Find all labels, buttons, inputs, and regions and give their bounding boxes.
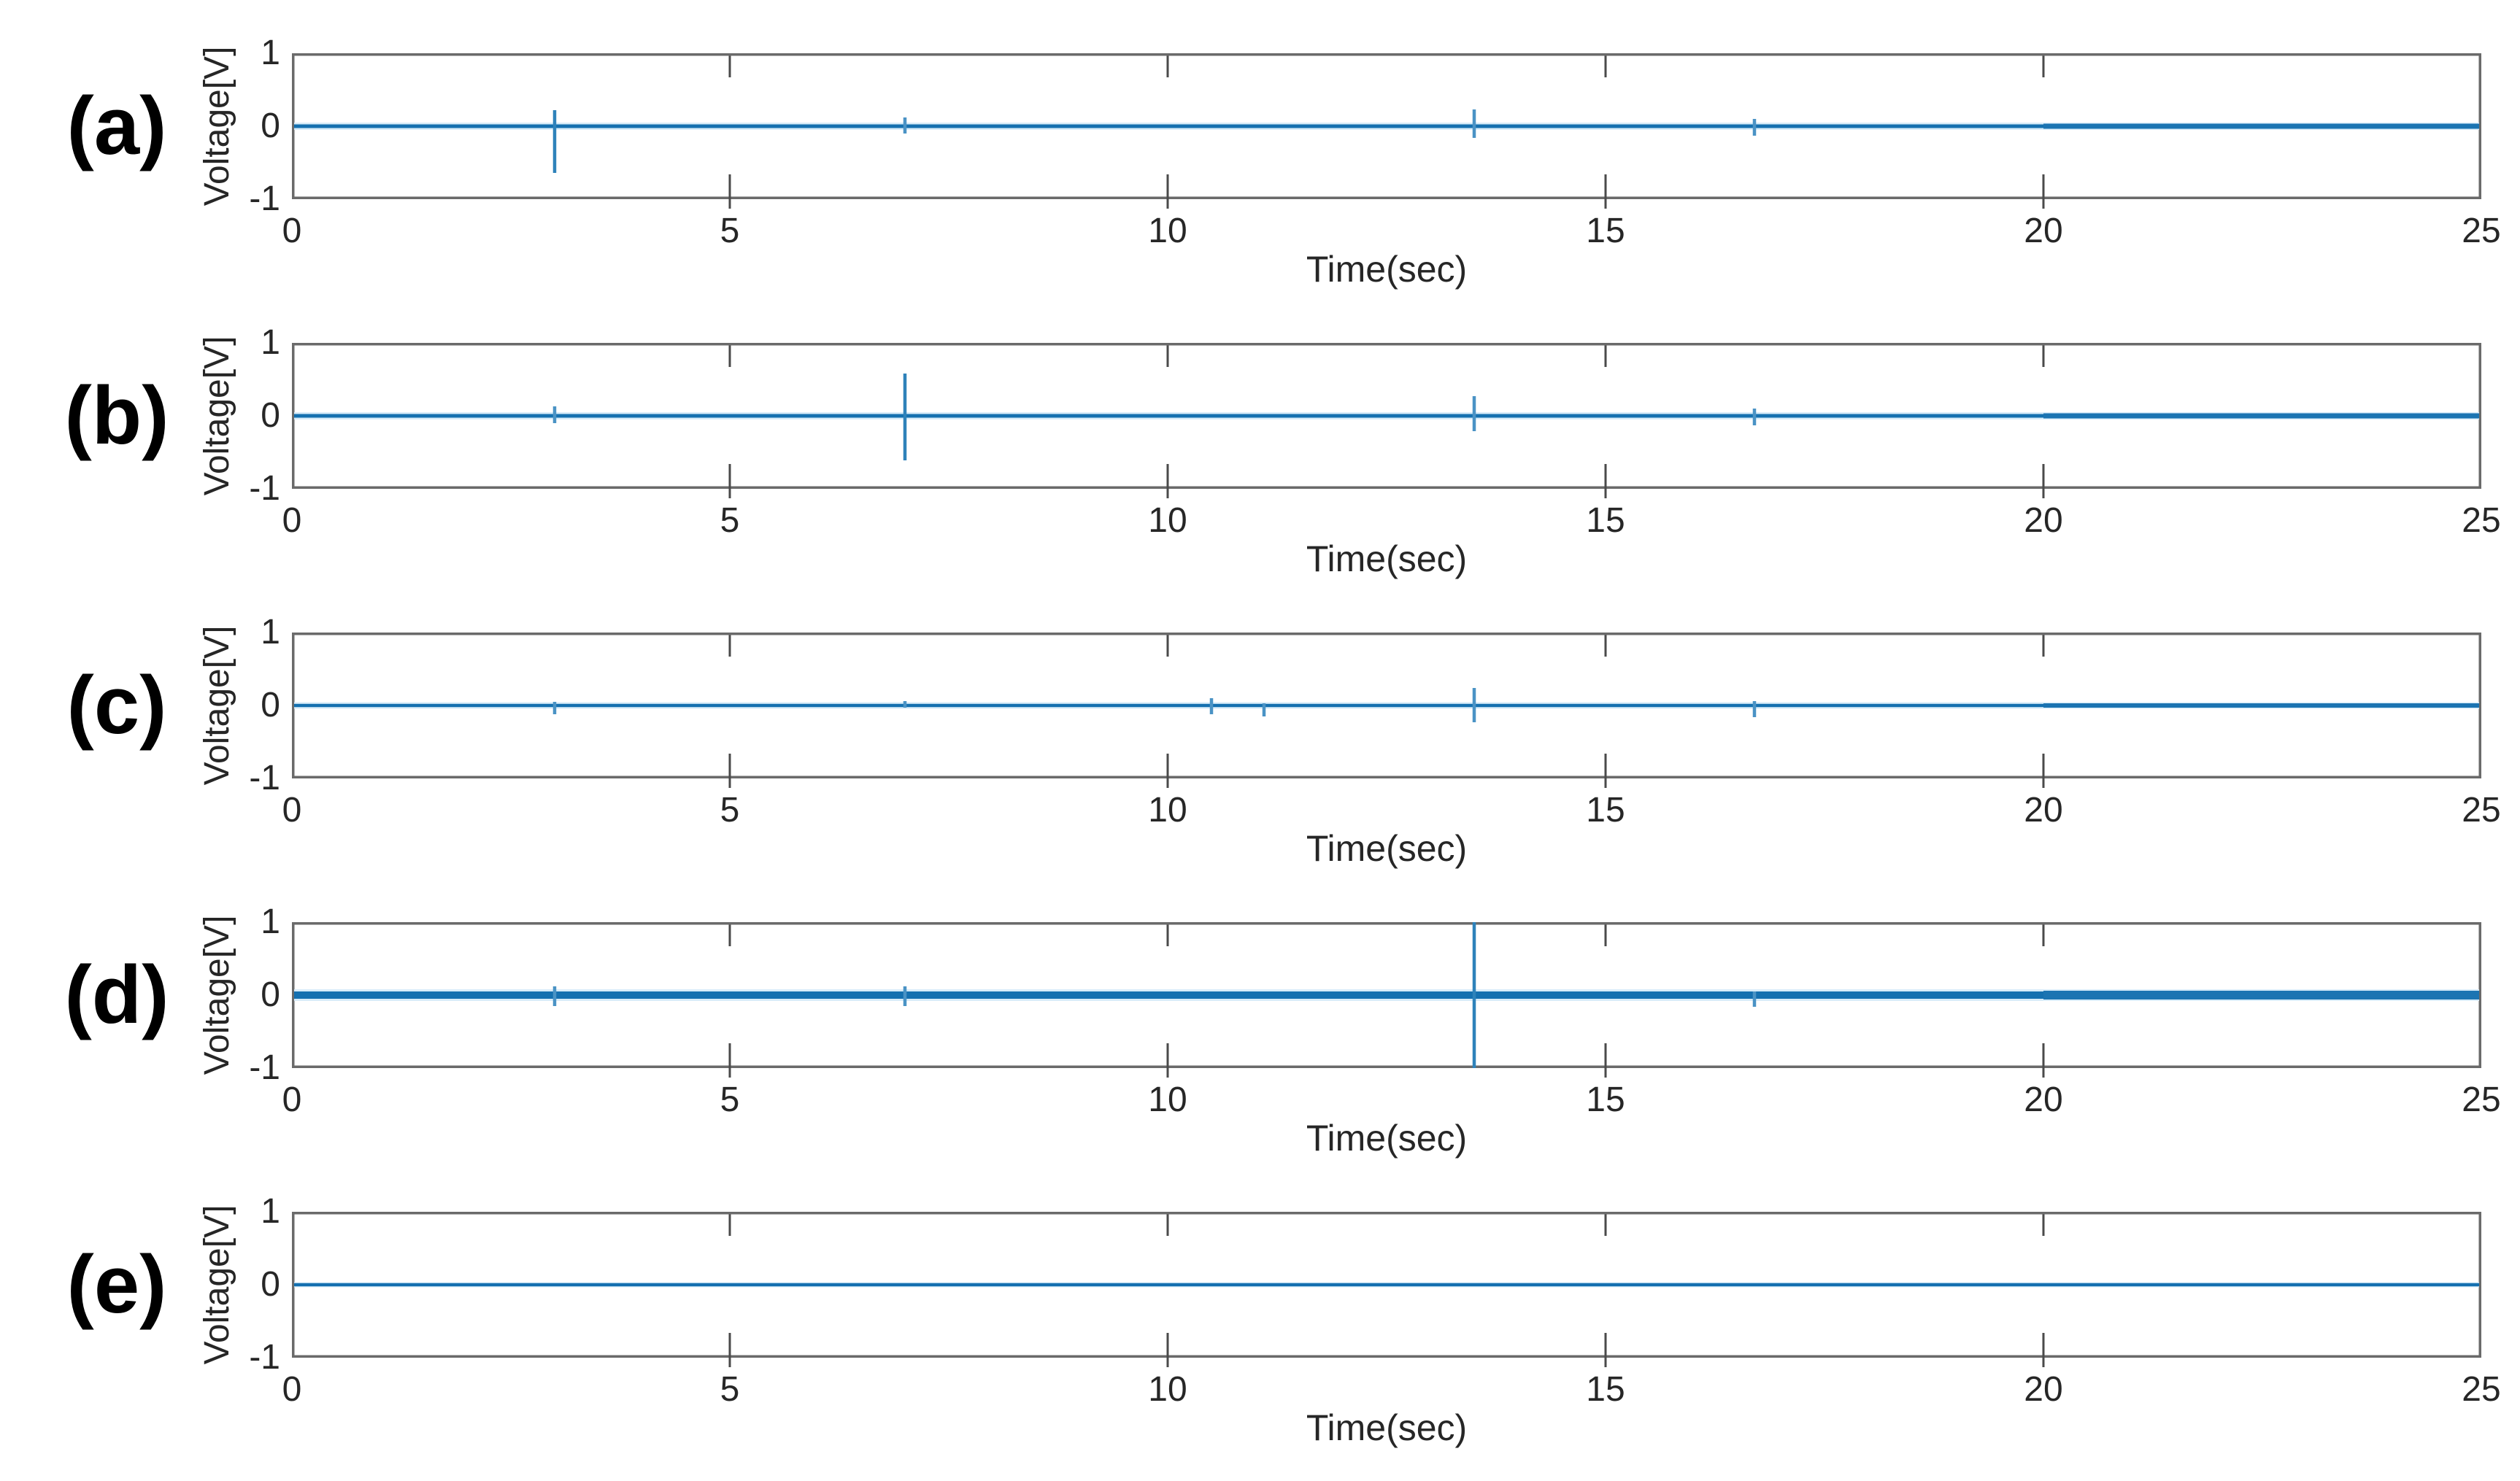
- subplot-d-x-tick-label: 5: [720, 1080, 740, 1119]
- subplot-d-x-tick-label: 15: [1586, 1080, 1625, 1119]
- plot-box: [292, 922, 2481, 1068]
- subplot-a-x-tick-label: 0: [282, 212, 302, 250]
- subplot-a-x-tick-label: 15: [1586, 212, 1625, 250]
- subplot-b-x-tick-label: 20: [2024, 501, 2063, 540]
- subplot-e-y-tick-label: -1: [249, 1338, 280, 1377]
- subplot-d-x-tick-label: 20: [2024, 1080, 2063, 1119]
- subplot-b-y-tick-label: 1: [261, 323, 280, 362]
- subplot-b-x-tick-label: 15: [1586, 501, 1625, 540]
- subplot-c-signal-plot: [292, 633, 2481, 788]
- subplot-c-y-tick-label: -1: [249, 759, 280, 797]
- signal-baseline-post20: [2043, 703, 2479, 708]
- subplot-c-y-tick-label: 1: [261, 613, 280, 651]
- subplot-b-panel-label: (b): [64, 370, 169, 461]
- subplot-c-x-tick-label: 15: [1586, 791, 1625, 830]
- subplot-b-x-tick-label: 0: [282, 501, 302, 540]
- subplot-d-x-tick-label: 25: [2462, 1080, 2501, 1119]
- subplot-a-y-tick-label: 1: [261, 34, 280, 72]
- subplot-e-x-axis-title: Time(sec): [1306, 1407, 1468, 1448]
- plot-box: [292, 343, 2481, 489]
- subplot-e-x-tick-label: 20: [2024, 1370, 2063, 1409]
- subplot-b-x-tick-label: 25: [2462, 501, 2501, 540]
- signal-baseline: [294, 991, 2043, 999]
- signal-baseline: [294, 414, 2043, 418]
- subplot-e-panel-label: (e): [66, 1239, 167, 1330]
- subplot-c-x-tick-label: 10: [1148, 791, 1187, 830]
- subplot-d-x-tick-label: 10: [1148, 1080, 1187, 1119]
- subplot-e-x-tick-label: 10: [1148, 1370, 1187, 1409]
- signal-baseline-post20: [2043, 413, 2479, 419]
- signal-baseline: [294, 124, 2043, 128]
- subplot-c-x-axis-title: Time(sec): [1306, 828, 1468, 869]
- subplot-c-x-tick-label: 5: [720, 791, 740, 830]
- signal-baseline-post20: [2043, 991, 2479, 999]
- signal-baseline: [294, 1283, 2479, 1287]
- subplot-b-x-tick-label: 10: [1148, 501, 1187, 540]
- subplot-a-signal-plot: [292, 53, 2481, 209]
- subplot-d-panel-label: (d): [64, 949, 169, 1040]
- subplot-c-x-tick-label: 20: [2024, 791, 2063, 830]
- subplot-a-y-tick-label: -1: [249, 179, 280, 218]
- subplot-e-x-tick-label: 25: [2462, 1370, 2501, 1409]
- subplot-b-y-tick-label: -1: [249, 469, 280, 508]
- signal-baseline: [294, 703, 2043, 708]
- subplot-e-signal-plot: [292, 1212, 2481, 1367]
- subplot-a-x-tick-label: 10: [1148, 212, 1187, 250]
- subplot-c-y-tick-label: 0: [261, 686, 280, 724]
- subplot-a-x-tick-label: 25: [2462, 212, 2501, 250]
- subplot-a-x-axis-title: Time(sec): [1306, 249, 1468, 290]
- subplot-d-y-tick-label: 0: [261, 975, 280, 1014]
- subplot-c-x-tick-label: 0: [282, 791, 302, 830]
- subplot-c-x-tick-label: 25: [2462, 791, 2501, 830]
- plot-box: [292, 53, 2481, 199]
- subplot-b-x-axis-title: Time(sec): [1306, 538, 1468, 579]
- subplot-b-signal-plot: [292, 343, 2481, 498]
- subplot-d-x-tick-label: 0: [282, 1080, 302, 1119]
- subplot-d-signal-plot: [292, 922, 2481, 1078]
- subplot-e-x-tick-label: 15: [1586, 1370, 1625, 1409]
- subplot-a-y-tick-label: 0: [261, 107, 280, 145]
- plot-box: [292, 1212, 2481, 1358]
- subplot-c-panel-label: (c): [66, 660, 167, 751]
- subplot-d-x-axis-title: Time(sec): [1306, 1118, 1468, 1159]
- subplot-a-panel-label: (a): [66, 80, 167, 171]
- subplot-e-x-tick-label: 5: [720, 1370, 740, 1409]
- subplot-a-x-tick-label: 5: [720, 212, 740, 250]
- subplot-a-x-tick-label: 20: [2024, 212, 2063, 250]
- subplot-d-y-tick-label: -1: [249, 1048, 280, 1087]
- subplot-e-x-tick-label: 0: [282, 1370, 302, 1409]
- signal-baseline-post20: [2043, 123, 2479, 129]
- subplot-d-y-tick-label: 1: [261, 902, 280, 941]
- subplot-e-y-tick-label: 1: [261, 1192, 280, 1231]
- subplot-b-x-tick-label: 5: [720, 501, 740, 540]
- subplot-b-y-tick-label: 0: [261, 396, 280, 435]
- subplot-e-y-tick-label: 0: [261, 1265, 280, 1304]
- plot-box: [292, 633, 2481, 778]
